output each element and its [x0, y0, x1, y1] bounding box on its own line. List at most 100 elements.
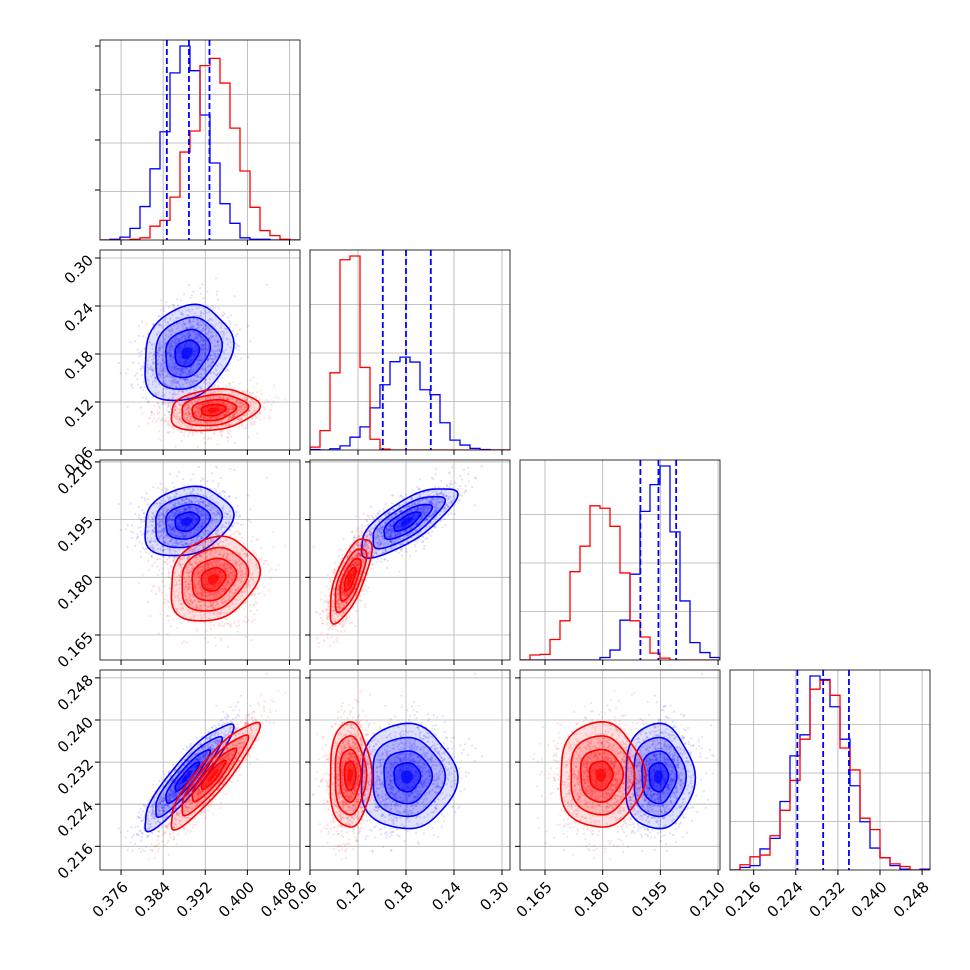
scatter-point — [215, 404, 218, 408]
scatter-point — [249, 604, 252, 607]
scatter-point — [178, 384, 181, 387]
scatter-point — [167, 328, 170, 331]
scatter-point — [206, 349, 209, 352]
scatter-point — [241, 403, 244, 406]
scatter-point — [166, 384, 169, 387]
scatter-point — [177, 390, 180, 393]
scatter-point — [212, 417, 215, 420]
scatter-point — [233, 295, 236, 298]
scatter-point — [177, 348, 181, 351]
scatter-point — [200, 347, 203, 350]
scatter-point — [204, 378, 207, 381]
scatter-point — [217, 406, 220, 409]
scatter-point — [162, 362, 165, 365]
scatter-point — [167, 398, 170, 401]
scatter-point — [183, 415, 187, 419]
scatter-point — [132, 531, 135, 534]
scatter-point — [174, 382, 177, 385]
scatter-point — [206, 358, 209, 361]
scatter-point — [245, 399, 248, 402]
scatter-point — [259, 389, 262, 392]
scatter-point — [256, 382, 259, 385]
scatter-point — [169, 343, 172, 346]
scatter-point — [237, 620, 240, 624]
scatter-point — [178, 351, 181, 354]
scatter-point — [186, 414, 189, 417]
scatter-point — [172, 363, 175, 367]
scatter-point — [203, 354, 207, 357]
scatter-point — [189, 417, 192, 420]
scatter-point — [182, 322, 185, 325]
scatter-point — [198, 362, 201, 366]
scatter-point — [215, 373, 218, 376]
scatter-point — [161, 372, 164, 376]
scatter-point — [227, 382, 231, 385]
scatter-point — [159, 368, 162, 371]
scatter-point — [208, 363, 212, 366]
scatter-point — [196, 347, 200, 350]
scatter-point — [259, 411, 262, 414]
scatter-point — [157, 632, 160, 635]
scatter-point — [242, 427, 245, 430]
scatter-point — [208, 406, 211, 409]
scatter-point — [173, 367, 176, 370]
scatter-point — [228, 326, 231, 329]
scatter-point — [159, 323, 162, 327]
scatter-point — [208, 412, 211, 415]
scatter-point — [136, 383, 140, 386]
scatter-point — [171, 345, 174, 348]
scatter-point — [211, 401, 214, 404]
scatter-point — [250, 418, 253, 421]
scatter-point — [150, 414, 153, 417]
scatter-point — [130, 530, 133, 534]
scatter-point — [191, 308, 194, 311]
scatter-point — [189, 326, 192, 329]
scatter-point — [158, 323, 161, 326]
scatter-point — [159, 361, 162, 365]
scatter-point — [140, 350, 143, 353]
scatter-point — [240, 418, 243, 421]
scatter-point — [161, 368, 164, 371]
scatter-point — [225, 410, 228, 413]
scatter-point — [245, 404, 248, 407]
scatter-point — [194, 345, 198, 349]
contour-blue — [164, 328, 212, 379]
scatter-point — [205, 406, 208, 409]
scatter-point — [202, 344, 205, 347]
scatter-point — [189, 361, 192, 364]
scatter-point — [168, 425, 172, 428]
scatter-point — [179, 347, 183, 350]
scatter-point — [172, 396, 175, 400]
scatter-point — [202, 478, 205, 481]
scatter-point — [170, 340, 173, 343]
scatter-point — [199, 431, 202, 434]
scatter-point — [189, 341, 192, 344]
scatter-point — [166, 563, 169, 566]
scatter-point — [219, 326, 222, 330]
scatter-point — [170, 359, 173, 362]
scatter-point — [171, 378, 175, 382]
scatter-point — [166, 401, 169, 404]
scatter-point — [174, 445, 177, 448]
scatter-point — [227, 440, 230, 443]
scatter-point — [187, 415, 190, 418]
scatter-point — [194, 410, 197, 413]
scatter-point — [188, 332, 192, 336]
scatter-point — [191, 341, 194, 344]
scatter-point — [178, 409, 181, 412]
scatter-point — [223, 333, 226, 336]
scatter-point — [167, 423, 170, 426]
scatter-point — [169, 355, 172, 359]
scatter-point — [200, 359, 203, 363]
scatter-point — [195, 388, 198, 391]
scatter-point — [202, 416, 205, 419]
scatter-point — [231, 413, 234, 416]
scatter-point — [238, 405, 241, 408]
scatter-point — [149, 417, 152, 420]
scatter-point — [193, 412, 196, 415]
scatter-point — [185, 367, 188, 370]
scatter-point — [202, 437, 205, 440]
scatter-point — [180, 313, 183, 316]
scatter-point — [204, 327, 208, 330]
scatter-point — [171, 394, 174, 397]
